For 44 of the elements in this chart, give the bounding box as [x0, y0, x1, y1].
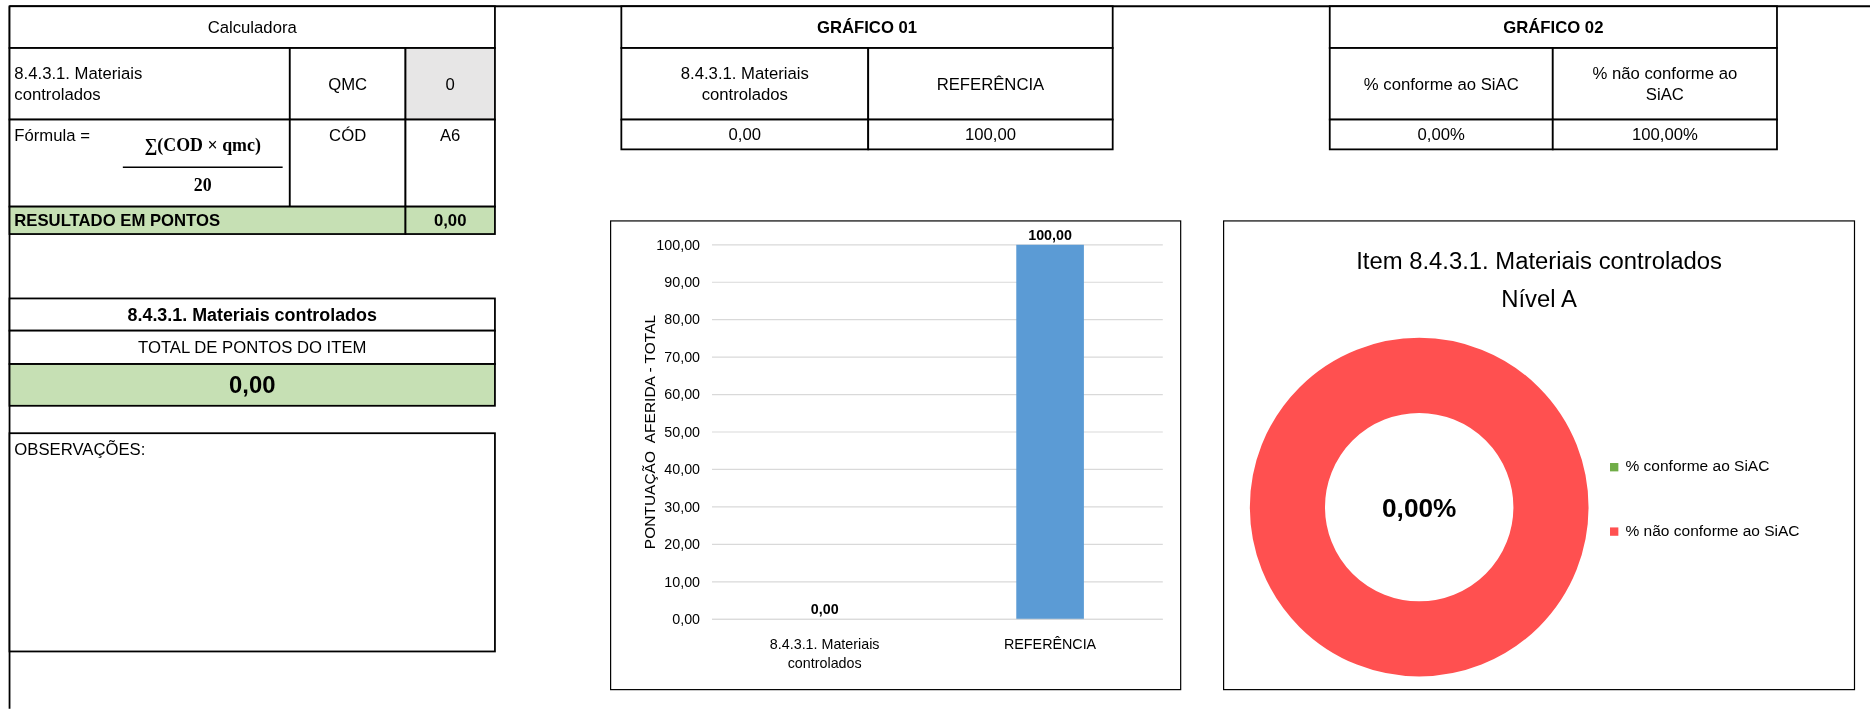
- text: OBSERVAÇÕES:: [14, 438, 146, 459]
- text: 0,00: [728, 125, 762, 145]
- y-tick-label: 60,00: [664, 386, 701, 403]
- y-tick-label: 20,00: [664, 536, 701, 553]
- legend-label: % conforme ao SiAC: [1625, 457, 1770, 475]
- text: 100,00%: [1631, 125, 1698, 145]
- text: % não conforme ao SiAC: [1592, 63, 1738, 105]
- y-tick-label: 50,00: [664, 423, 701, 440]
- text: GRÁFICO 01: [816, 17, 918, 37]
- text: CÓD: [329, 126, 367, 146]
- y-tick-label: 90,00: [664, 274, 701, 290]
- legend-label: % não conforme ao SiAC: [1625, 521, 1800, 539]
- text: 0,00: [433, 211, 467, 231]
- text: 8.4.3.1. Materiais controlados: [14, 63, 143, 105]
- text: Calculadora: [207, 17, 298, 37]
- text: 0,00: [229, 371, 276, 399]
- y-tick-label: 40,00: [664, 461, 701, 478]
- chart-title: Item 8.4.3.1. Materiais controlados: [1356, 246, 1723, 274]
- text: TOTAL DE PONTOS DO ITEM: [138, 338, 367, 358]
- text: 8.4.3.1. Materiais controlados: [127, 304, 377, 325]
- y-tick-label: 10,00: [664, 573, 701, 590]
- y-tick-label: 80,00: [664, 311, 701, 328]
- text: ∑(COD × qmc): [144, 134, 261, 156]
- data-label: 100,00: [1028, 227, 1072, 244]
- text: 100,00: [964, 125, 1016, 145]
- text: A6: [440, 126, 461, 146]
- text: 20: [193, 175, 212, 196]
- chart-subtitle: Nível A: [1501, 284, 1577, 312]
- y-tick-label: 100,00: [656, 236, 701, 253]
- text: 0,00%: [1417, 125, 1466, 145]
- text: GRÁFICO 02: [1503, 17, 1604, 37]
- text: 0: [445, 74, 455, 94]
- text: REFERÊNCIA: [936, 74, 1046, 94]
- data-label: 0,00: [810, 601, 839, 618]
- y-tick-label: 70,00: [664, 348, 701, 365]
- text: QMC: [328, 74, 368, 94]
- y-tick-label: 30,00: [664, 498, 701, 515]
- text: 0,00%: [1382, 492, 1457, 523]
- text: Fórmula =: [14, 126, 90, 146]
- text: 8.4.3.1. Materiais controlados: [680, 63, 809, 105]
- text: RESULTADO EM PONTOS: [14, 211, 221, 231]
- y-tick-label: 0,00: [672, 611, 701, 628]
- text: % conforme ao SiAC: [1363, 74, 1519, 94]
- y-axis-title: PONTUAÇÃO AFERIDA - TOTAL: [640, 314, 658, 550]
